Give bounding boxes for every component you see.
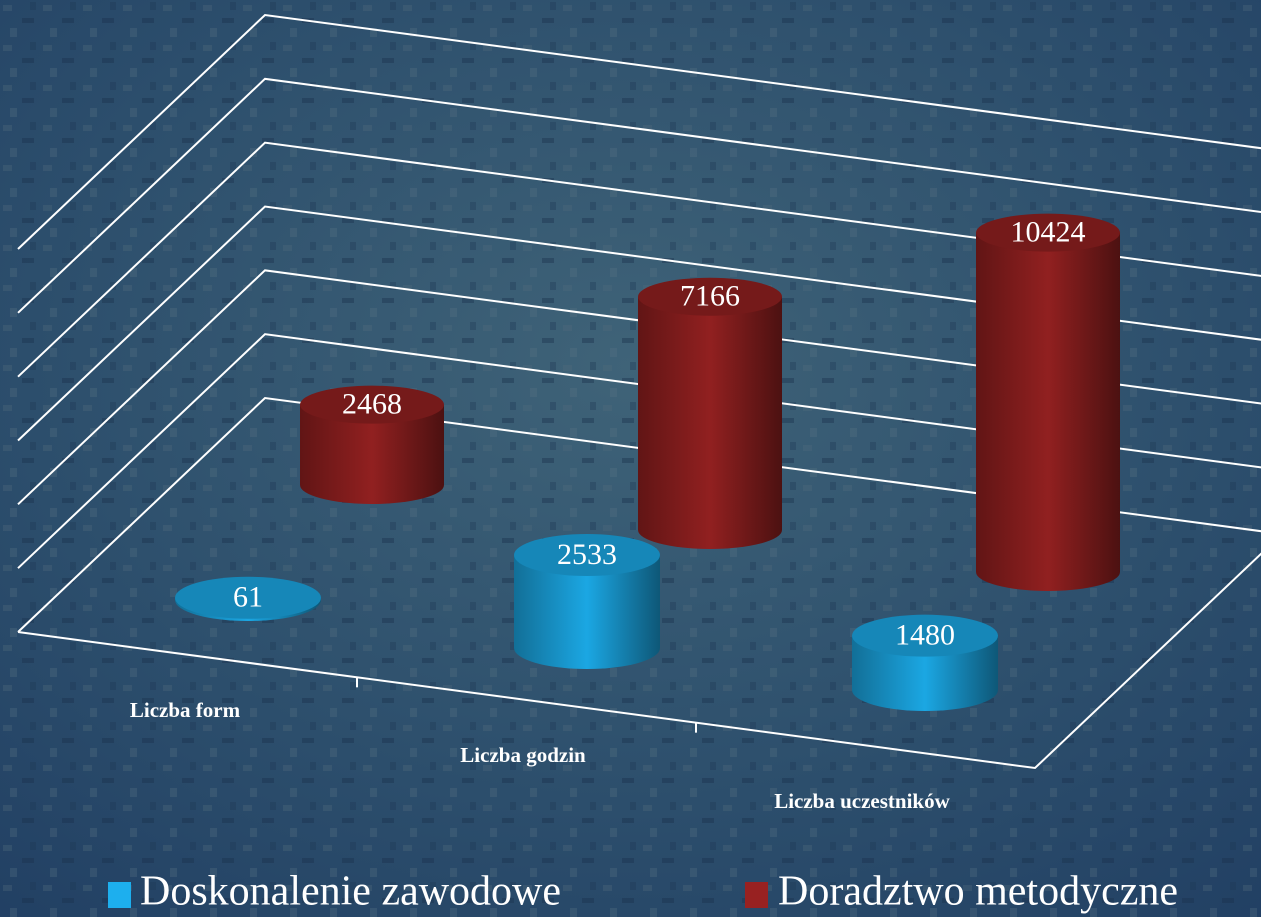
value-label: 2533 xyxy=(557,538,617,571)
legend-swatch xyxy=(745,882,768,908)
cylinder-top xyxy=(175,576,321,619)
legend-label: Doskonalenie zawodowe xyxy=(140,869,561,915)
legend-swatch xyxy=(108,882,131,908)
grid-line xyxy=(17,77,1261,314)
value-label: 7166 xyxy=(680,280,740,313)
cylinder-top xyxy=(976,213,1120,252)
cylinder-body xyxy=(300,404,444,504)
grid-line xyxy=(17,333,1261,569)
legend-label: Doradztwo metodyczne xyxy=(778,869,1178,915)
cylinder-body xyxy=(852,635,998,711)
grid-line xyxy=(17,396,1261,633)
x-tick-label: Liczba uczestników xyxy=(774,789,950,813)
grid-line xyxy=(17,13,1261,250)
grid-line xyxy=(17,141,1261,378)
cylinder-body xyxy=(638,296,782,549)
value-label: 10424 xyxy=(1011,216,1086,249)
cylinder-top xyxy=(300,385,444,424)
value-label: 1480 xyxy=(895,619,955,652)
grid-line xyxy=(17,205,1261,442)
cylinder-body xyxy=(976,232,1120,592)
cylinder-top xyxy=(514,534,660,577)
x-tick-label: Liczba form xyxy=(130,698,241,722)
value-label: 61 xyxy=(233,581,263,614)
cylinder-body xyxy=(514,555,660,669)
grid-line xyxy=(17,269,1261,506)
x-tick-label: Liczba godzin xyxy=(460,743,586,767)
cylinder-top xyxy=(852,614,998,657)
value-label: 2468 xyxy=(342,388,402,421)
cylinder-top xyxy=(638,277,782,316)
